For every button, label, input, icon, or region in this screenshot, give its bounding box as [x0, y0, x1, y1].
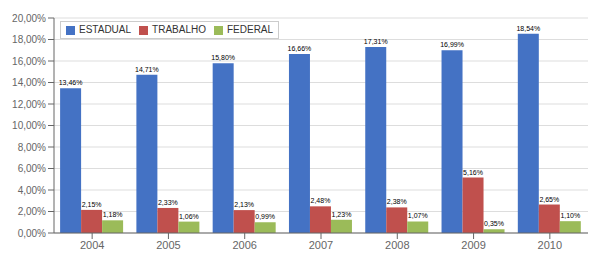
html-text:ESTADUAL: ESTADUAL: [79, 24, 132, 35]
svg-text:1,06%: 1,06%: [179, 213, 199, 220]
svg-text:2006: 2006: [232, 239, 256, 251]
svg-text:4,00%: 4,00%: [18, 185, 46, 196]
svg-text:0,35%: 0,35%: [484, 220, 504, 227]
svg-text:8,00%: 8,00%: [18, 142, 46, 153]
svg-text:16,00%: 16,00%: [12, 56, 46, 67]
svg-text:0,00%: 0,00%: [18, 228, 46, 239]
svg-text:1,10%: 1,10%: [560, 212, 580, 219]
svg-text:1,07%: 1,07%: [408, 212, 428, 219]
svg-text:13,46%: 13,46%: [59, 79, 83, 86]
svg-text:2007: 2007: [309, 239, 333, 251]
svg-text:5,16%: 5,16%: [463, 169, 483, 176]
svg-text:2,15%: 2,15%: [82, 201, 102, 208]
svg-text:6,00%: 6,00%: [18, 163, 46, 174]
svg-text:14,00%: 14,00%: [12, 77, 46, 88]
svg-text:2,38%: 2,38%: [387, 198, 407, 205]
svg-text:0,99%: 0,99%: [255, 213, 275, 220]
svg-text:2,13%: 2,13%: [234, 201, 254, 208]
svg-text:2,65%: 2,65%: [539, 196, 559, 203]
svg-text:2008: 2008: [385, 239, 409, 251]
svg-text:15,80%: 15,80%: [211, 54, 235, 61]
svg-text:10,00%: 10,00%: [12, 120, 46, 131]
svg-text:2,00%: 2,00%: [18, 206, 46, 217]
svg-text:2010: 2010: [538, 239, 562, 251]
svg-text:2,33%: 2,33%: [158, 199, 178, 206]
svg-text:20,00%: 20,00%: [12, 13, 46, 24]
svg-text:14,71%: 14,71%: [135, 66, 159, 73]
svg-text:1,18%: 1,18%: [103, 211, 123, 218]
svg-text:2009: 2009: [461, 239, 485, 251]
html-text:FEDERAL: FEDERAL: [227, 24, 274, 35]
html-text:TRABALHO: TRABALHO: [152, 24, 206, 35]
svg-text:2,48%: 2,48%: [311, 197, 331, 204]
svg-text:16,66%: 16,66%: [288, 45, 312, 52]
svg-text:2005: 2005: [156, 239, 180, 251]
svg-text:18,54%: 18,54%: [516, 25, 540, 32]
svg-text:18,00%: 18,00%: [12, 34, 46, 45]
svg-text:2004: 2004: [80, 239, 104, 251]
svg-text:17,31%: 17,31%: [364, 38, 388, 45]
svg-text:12,00%: 12,00%: [12, 99, 46, 110]
svg-text:1,23%: 1,23%: [332, 211, 352, 218]
svg-text:16,99%: 16,99%: [440, 41, 464, 48]
